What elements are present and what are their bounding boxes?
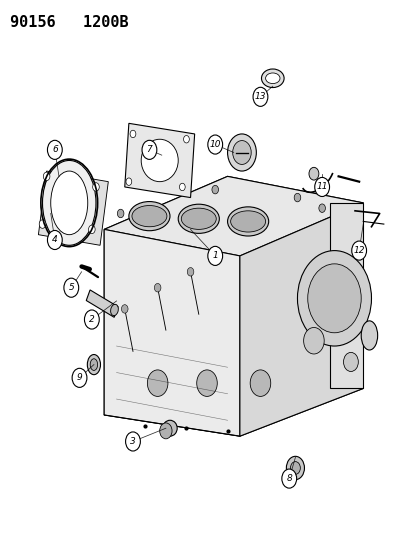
Text: 1: 1 xyxy=(212,252,218,261)
Text: 13: 13 xyxy=(254,92,266,101)
Circle shape xyxy=(64,278,78,297)
Text: 6: 6 xyxy=(52,146,57,155)
Circle shape xyxy=(290,462,299,474)
Circle shape xyxy=(286,456,304,480)
Circle shape xyxy=(130,130,135,138)
Ellipse shape xyxy=(230,211,265,232)
Ellipse shape xyxy=(51,171,88,235)
Circle shape xyxy=(179,183,185,191)
Circle shape xyxy=(252,87,267,107)
Text: 90156   1200B: 90156 1200B xyxy=(9,14,128,30)
Circle shape xyxy=(294,193,300,202)
Ellipse shape xyxy=(162,420,177,436)
Ellipse shape xyxy=(132,206,166,227)
Circle shape xyxy=(121,305,128,313)
Polygon shape xyxy=(104,229,239,436)
Circle shape xyxy=(147,370,168,397)
Ellipse shape xyxy=(128,201,170,231)
Circle shape xyxy=(47,140,62,159)
Ellipse shape xyxy=(227,207,268,236)
Ellipse shape xyxy=(232,141,251,165)
Circle shape xyxy=(39,220,46,228)
Circle shape xyxy=(43,172,50,181)
Circle shape xyxy=(88,225,95,233)
Polygon shape xyxy=(124,123,194,198)
Circle shape xyxy=(125,432,140,451)
Ellipse shape xyxy=(90,359,97,370)
Ellipse shape xyxy=(43,160,96,245)
Ellipse shape xyxy=(265,73,279,84)
Text: 2: 2 xyxy=(89,315,95,324)
Circle shape xyxy=(281,469,296,488)
Circle shape xyxy=(307,264,360,333)
Polygon shape xyxy=(330,203,362,389)
Circle shape xyxy=(126,178,131,185)
Text: 10: 10 xyxy=(209,140,221,149)
Circle shape xyxy=(318,204,325,213)
Circle shape xyxy=(314,177,329,197)
Circle shape xyxy=(196,370,217,397)
Polygon shape xyxy=(38,171,108,245)
Circle shape xyxy=(47,230,62,249)
Circle shape xyxy=(297,251,370,346)
Circle shape xyxy=(207,246,222,265)
Circle shape xyxy=(308,167,318,180)
Circle shape xyxy=(84,310,99,329)
Ellipse shape xyxy=(110,304,118,316)
Text: 5: 5 xyxy=(68,283,74,292)
Circle shape xyxy=(249,370,270,397)
Ellipse shape xyxy=(141,139,178,182)
Circle shape xyxy=(303,327,323,354)
Circle shape xyxy=(154,284,161,292)
Text: 3: 3 xyxy=(130,437,135,446)
Text: 4: 4 xyxy=(52,236,57,245)
Ellipse shape xyxy=(87,354,100,375)
Circle shape xyxy=(72,368,87,387)
Text: 7: 7 xyxy=(146,146,152,155)
Circle shape xyxy=(211,185,218,194)
Polygon shape xyxy=(239,203,362,436)
Polygon shape xyxy=(104,176,362,436)
Ellipse shape xyxy=(227,134,256,171)
Ellipse shape xyxy=(261,69,283,87)
Circle shape xyxy=(183,135,189,143)
Circle shape xyxy=(207,135,222,154)
Circle shape xyxy=(159,423,172,439)
Text: 12: 12 xyxy=(353,246,364,255)
Ellipse shape xyxy=(181,208,216,229)
Circle shape xyxy=(343,352,358,372)
Circle shape xyxy=(351,241,366,260)
Circle shape xyxy=(187,268,193,276)
Circle shape xyxy=(93,183,99,191)
Circle shape xyxy=(117,209,123,217)
Ellipse shape xyxy=(360,321,377,350)
Text: 9: 9 xyxy=(76,373,82,382)
Text: 11: 11 xyxy=(316,182,327,191)
Text: 8: 8 xyxy=(286,474,292,483)
Circle shape xyxy=(142,140,157,159)
Polygon shape xyxy=(104,176,362,256)
Polygon shape xyxy=(86,290,118,317)
Ellipse shape xyxy=(178,204,219,233)
